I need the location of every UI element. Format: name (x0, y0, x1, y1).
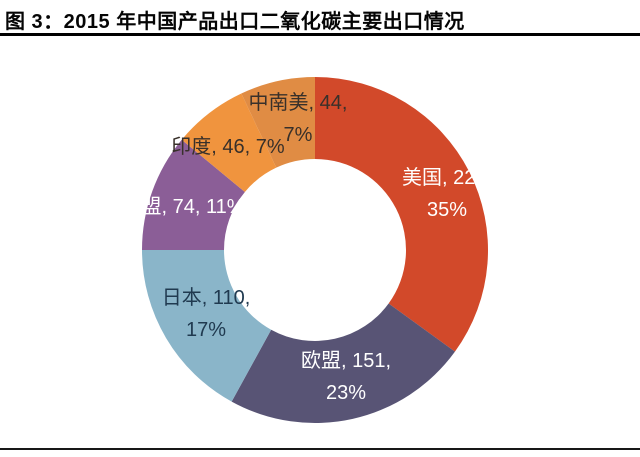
figure-title: 图 3：2015 年中国产品出口二氧化碳主要出口情况 (5, 11, 465, 33)
donut-segment-india (181, 93, 277, 192)
donut-segment-central-south-america (241, 77, 315, 168)
donut-segment-usa (315, 77, 488, 352)
donut-segment-asean (142, 139, 245, 250)
donut-chart: 美国, 226, 35% 欧盟, 151, 23% 日本, 110, 17% 东盟, … (0, 36, 640, 448)
donut-segment-eu (231, 303, 455, 423)
title-underline (0, 33, 640, 36)
donut-chart-svg (142, 77, 488, 423)
footer-rule (0, 448, 640, 450)
donut-segment-japan (142, 250, 272, 402)
